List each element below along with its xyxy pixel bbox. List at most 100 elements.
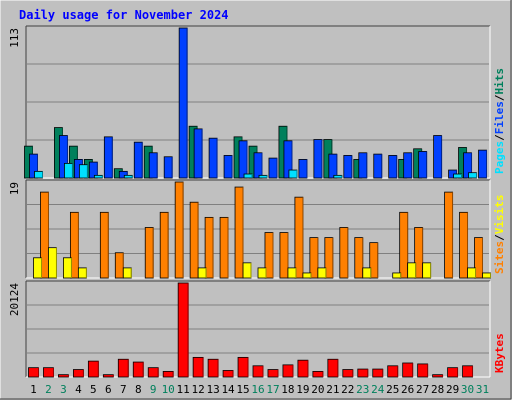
bar-visits-day-11 — [174, 181, 184, 279]
bar-pages-day-29 — [453, 173, 462, 179]
x-tick-label-day-26: 26 — [401, 383, 414, 396]
bar-sites-day-25 — [392, 272, 402, 279]
bar-pages-day-1 — [34, 170, 43, 179]
x-tick-label-day-21: 21 — [326, 383, 339, 396]
bar-pages-day-21 — [333, 174, 343, 179]
bar-sites-day-3 — [63, 257, 72, 279]
x-tick-label-day-14: 14 — [221, 383, 235, 396]
legend-entry-sites: Sites — [493, 241, 506, 274]
bar-sites-day-27 — [422, 262, 432, 279]
panel-2-ymax-label: 19 — [8, 182, 21, 195]
bar-files-day-8 — [133, 141, 143, 179]
x-tick-label-day-8: 8 — [135, 383, 142, 396]
bar-pages-day-15 — [243, 173, 253, 179]
bar-kbytes-day-11 — [177, 282, 189, 378]
bar-visits-day-10 — [159, 211, 169, 279]
bar-sites-day-12 — [197, 267, 207, 279]
bar-sites-day-15 — [242, 262, 252, 279]
bar-kbytes-day-28 — [432, 374, 444, 378]
bar-sites-day-2 — [48, 247, 57, 279]
bar-kbytes-day-7 — [117, 358, 129, 378]
x-tick-label-day-13: 13 — [206, 383, 219, 396]
bar-kbytes-day-23 — [357, 368, 369, 378]
bar-kbytes-day-27 — [417, 363, 429, 378]
bar-visits-day-14 — [219, 216, 229, 279]
x-tick-label-day-4: 4 — [75, 383, 82, 396]
panel-3-ymax-label: 20124 — [8, 283, 21, 316]
bar-sites-day-4 — [77, 267, 87, 279]
bar-files-day-25 — [388, 155, 398, 179]
x-tick-label-day-17: 17 — [266, 383, 279, 396]
bar-files-day-27 — [418, 151, 428, 179]
bar-files-day-19 — [298, 159, 308, 179]
panel-1-legend: Pages/Files/Hits — [493, 68, 506, 174]
bar-files-day-22 — [343, 155, 353, 179]
bar-kbytes-day-8 — [132, 361, 144, 378]
legend-entry-files: Files — [493, 101, 506, 134]
bar-visits-day-30 — [459, 211, 468, 279]
x-tick-label-day-9: 9 — [150, 383, 157, 396]
bar-kbytes-day-21 — [327, 358, 339, 378]
x-tick-label-day-2: 2 — [45, 383, 52, 396]
x-tick-label-day-12: 12 — [192, 383, 205, 396]
bar-pages-day-18 — [288, 169, 298, 179]
bar-files-day-17 — [268, 157, 278, 179]
bar-sites-day-20 — [317, 267, 327, 279]
bar-files-day-21 — [328, 153, 338, 179]
x-tick-label-day-1: 1 — [30, 383, 37, 396]
chart-title: Daily usage for November 2024 — [19, 8, 229, 22]
panel-3-legend: KBytes — [493, 333, 506, 373]
x-tick-label-day-18: 18 — [281, 383, 294, 396]
bar-kbytes-day-9 — [147, 367, 159, 378]
bar-kbytes-day-18 — [282, 364, 294, 378]
x-tick-label-day-16: 16 — [251, 383, 264, 396]
bar-sites-day-30 — [467, 267, 476, 279]
bar-visits-day-9 — [144, 227, 154, 279]
bar-files-day-15 — [238, 140, 248, 179]
bar-files-day-24 — [373, 153, 383, 179]
bar-files-day-23 — [358, 152, 368, 179]
panel-1-ymax-label: 113 — [8, 28, 21, 48]
x-tick-label-day-22: 22 — [341, 383, 354, 396]
bar-visits-day-18 — [279, 232, 289, 279]
legend-entry-visits: Visits — [493, 195, 506, 235]
bar-sites-day-18 — [287, 267, 297, 279]
x-tick-label-day-30: 30 — [461, 383, 474, 396]
bar-files-day-26 — [403, 152, 413, 179]
bar-pages-day-5 — [93, 174, 103, 179]
bar-pages-day-30 — [468, 172, 477, 179]
x-tick-label-day-23: 23 — [356, 383, 369, 396]
bar-sites-day-16 — [257, 267, 267, 279]
panel-2: 19 Sites/Visits — [8, 179, 506, 279]
bar-files-day-28 — [433, 135, 443, 179]
x-tick-label-day-5: 5 — [90, 383, 97, 396]
x-tick-label-day-28: 28 — [431, 383, 444, 396]
bar-files-day-11 — [178, 27, 188, 179]
bar-kbytes-day-13 — [207, 358, 219, 378]
bar-visits-day-6 — [99, 211, 109, 279]
bar-kbytes-day-16 — [252, 365, 264, 378]
bar-kbytes-day-1 — [28, 367, 39, 378]
bar-files-day-13 — [208, 137, 218, 179]
bar-kbytes-day-24 — [372, 368, 384, 378]
bar-pages-day-4 — [78, 164, 88, 179]
bar-kbytes-day-26 — [402, 362, 414, 378]
x-tick-label-day-19: 19 — [296, 383, 309, 396]
x-tick-label-day-11: 11 — [177, 383, 190, 396]
x-tick-label-day-25: 25 — [386, 383, 399, 396]
x-tick-label-day-31: 31 — [476, 383, 489, 396]
bar-kbytes-day-14 — [222, 370, 234, 378]
legend-entry-pages: Pages — [493, 141, 506, 174]
x-tick-label-day-24: 24 — [371, 383, 385, 396]
bar-kbytes-day-10 — [162, 370, 174, 378]
bar-pages-day-16 — [258, 174, 268, 179]
legend-entry-hits: Hits — [493, 68, 506, 95]
bar-files-day-16 — [253, 152, 263, 179]
bar-kbytes-day-30 — [462, 365, 473, 378]
bar-visits-day-20 — [309, 237, 319, 279]
bar-kbytes-day-4 — [72, 369, 84, 378]
bar-visits-day-26 — [399, 211, 409, 279]
bar-visits-day-19 — [294, 196, 304, 279]
bar-kbytes-day-29 — [447, 367, 458, 378]
bar-kbytes-day-15 — [237, 356, 249, 378]
